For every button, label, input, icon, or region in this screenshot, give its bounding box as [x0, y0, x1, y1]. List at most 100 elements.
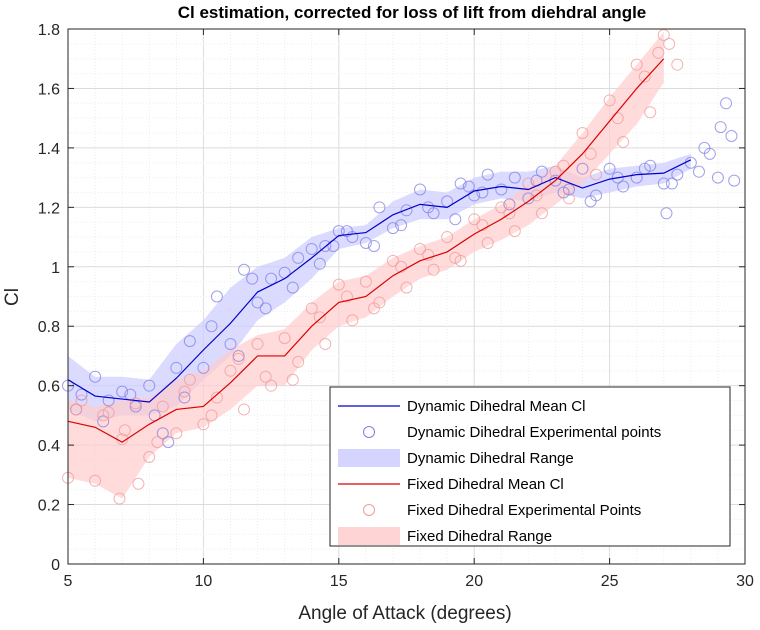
dynamic-dihedral-experimental-points-point: [75, 388, 88, 401]
y-tick-label: 1.6: [38, 81, 60, 98]
fixed-dihedral-experimental-points-point: [313, 311, 326, 324]
dynamic-dihedral-experimental-points-point: [170, 361, 183, 374]
fixed-dihedral-experimental-points-point: [508, 225, 521, 238]
fixed-dihedral-experimental-points-point: [332, 278, 345, 291]
x-tick-label: 15: [330, 573, 348, 590]
fixed-dihedral-experimental-points-point: [584, 147, 597, 160]
chart-title: Cl estimation, corrected for loss of lif…: [178, 3, 647, 22]
range-bands: [68, 31, 691, 499]
dynamic-dihedral-experimental-points-point: [102, 394, 115, 407]
dynamic-dihedral-experimental-points-point: [232, 349, 245, 362]
dynamic-dihedral-experimental-points-point: [611, 171, 624, 184]
dynamic-dihedral-experimental-points-point: [468, 189, 481, 202]
dynamic-dihedral-experimental-points-point: [692, 165, 705, 178]
dynamic-dihedral-experimental-points-point: [259, 302, 272, 315]
dynamic-dihedral-experimental-points-point: [503, 198, 516, 211]
dynamic-dihedral-experimental-points-point: [711, 171, 724, 184]
fixed-dihedral-experimental-points-point: [386, 254, 399, 267]
fixed-dihedral-experimental-points-point: [346, 314, 359, 327]
fixed-dihedral-experimental-points-point: [97, 409, 110, 422]
fixed-dihedral-experimental-points-point: [671, 58, 684, 71]
dynamic-dihedral-experimental-points-point: [251, 296, 264, 309]
dynamic-dihedral-experimental-points-point: [584, 195, 597, 208]
fixed-dihedral-experimental-points-point: [113, 492, 126, 505]
x-tick-label: 10: [195, 573, 213, 590]
x-axis-label: Angle of Attack (degrees): [298, 603, 511, 624]
x-tick-label: 25: [601, 573, 619, 590]
fixed-dihedral-experimental-points-point: [278, 332, 291, 345]
dynamic-dihedral-experimental-points-point: [617, 180, 630, 193]
dynamic-dihedral-experimental-points-point: [462, 180, 475, 193]
fixed-dihedral-experimental-points-point: [652, 46, 665, 59]
dynamic-dihedral-experimental-points-point: [603, 162, 616, 175]
fixed-dihedral-experimental-points-point: [129, 397, 142, 410]
fixed-dihedral-experimental-points-point: [259, 370, 272, 383]
legend-label-fixed-dihedral-experimental-points: Fixed Dihedral Experimental Points: [407, 502, 641, 519]
dynamic-dihedral-experimental-points-point: [205, 320, 218, 333]
fixed-dihedral-experimental-points-point: [638, 70, 651, 83]
dynamic-dihedral-experimental-points-point: [178, 391, 191, 404]
dynamic-dihedral-experimental-points-point: [714, 121, 727, 134]
dynamic-dihedral-experimental-points-point: [449, 213, 462, 226]
fixed-dihedral-experimental-points-point: [481, 237, 494, 249]
legend: Dynamic Dihedral Mean Cl Dynamic Dihedral…: [329, 386, 731, 547]
grid: [68, 29, 745, 564]
fixed-dihedral-experimental-points-point: [89, 474, 102, 487]
fixed-dihedral-experimental-points-point: [340, 290, 353, 303]
fixed-dihedral-experimental-points-point: [151, 436, 164, 449]
dynamic-dihedral-experimental-points-point: [665, 177, 678, 190]
fixed-dihedral-experimental-points-point: [70, 403, 83, 416]
fixed-dihedral-mean-cl-line: [67, 58, 665, 443]
fixed-dihedral-experimental-points-point: [590, 168, 603, 181]
fixed-dihedral-experimental-points-point: [441, 231, 454, 244]
fixed-dihedral-experimental-points-point: [251, 338, 264, 351]
fixed-dihedral-experimental-points-point: [395, 260, 408, 273]
x-tick-label: 20: [465, 573, 483, 590]
dynamic-dihedral-experimental-points-point: [332, 225, 345, 238]
dynamic-dihedral-range-band: [68, 153, 691, 422]
fixed-dihedral-experimental-points-point: [143, 451, 156, 463]
dynamic-dihedral-experimental-points-point: [359, 237, 372, 249]
dynamic-dihedral-experimental-points-point: [286, 281, 299, 294]
fixed-dihedral-experimental-points-point: [400, 281, 413, 294]
dynamic-dihedral-experimental-points-point: [224, 338, 237, 351]
fixed-dihedral-experimental-points-point: [232, 352, 245, 365]
dynamic-dihedral-experimental-points-point: [313, 257, 326, 270]
legend-label-dynamic-dihedral-experimental-points: Dynamic Dihedral Experimental points: [407, 424, 661, 441]
fixed-dihedral-experimental-points-point: [535, 207, 548, 220]
x-axis-ticks: 5 10 15 20 25 30: [64, 29, 754, 590]
dynamic-dihedral-experimental-points-point: [508, 171, 521, 184]
fixed-dihedral-experimental-points-point: [468, 213, 481, 226]
x-tick-label: 5: [64, 573, 73, 590]
fixed-dihedral-experimental-points-point: [449, 251, 462, 264]
dynamic-dihedral-experimental-points-point: [373, 201, 386, 214]
dynamic-dihedral-experimental-points-point: [368, 239, 381, 252]
dynamic-dihedral-experimental-points-point: [671, 168, 684, 181]
mean-lines: [67, 58, 692, 443]
fixed-dihedral-experimental-points-point: [197, 418, 210, 431]
fixed-dihedral-experimental-points-point: [576, 127, 589, 140]
dynamic-dihedral-experimental-points-point: [143, 379, 156, 392]
legend-label-dynamic-dihedral-range: Dynamic Dihedral Range: [407, 450, 574, 467]
y-tick-label: 1.8: [38, 22, 60, 39]
fixed-dihedral-experimental-points-point: [75, 394, 88, 407]
fixed-dihedral-experimental-points-point: [644, 106, 657, 119]
dynamic-dihedral-experimental-points-point: [422, 201, 435, 214]
dynamic-dihedral-experimental-points-point: [657, 177, 670, 190]
y-tick-label: 1: [51, 260, 60, 277]
y-tick-label: 0.2: [38, 498, 60, 515]
dynamic-dihedral-experimental-points-point: [725, 130, 738, 142]
fixed-dihedral-experimental-points-point: [503, 207, 516, 220]
fixed-dihedral-experimental-points-point: [663, 37, 676, 50]
fixed-dihedral-experimental-points-point: [562, 192, 575, 205]
dynamic-dihedral-experimental-points-point: [630, 171, 643, 184]
fixed-dihedral-experimental-points-point: [205, 409, 218, 422]
dynamic-dihedral-experimental-points-point: [246, 272, 259, 285]
dynamic-dihedral-experimental-points-point: [476, 186, 489, 199]
y-tick-label: 1.4: [38, 141, 60, 158]
legend-swatch-dynamic-dihedral-experimental-points: [363, 426, 375, 438]
dynamic-dihedral-experimental-points-point: [660, 207, 673, 220]
dynamic-dihedral-experimental-points-point: [210, 290, 223, 303]
fixed-dihedral-experimental-points-point: [224, 364, 237, 377]
